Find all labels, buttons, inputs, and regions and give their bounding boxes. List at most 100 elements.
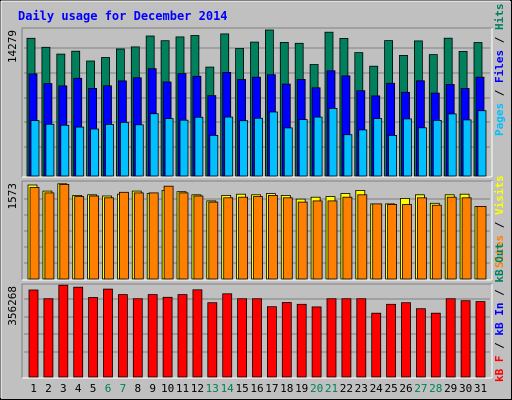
x-tick-label: 18 (280, 382, 293, 395)
x-tick-label: 30 (459, 382, 472, 395)
x-tick-label: 16 (250, 382, 263, 395)
x-tick-label: 24 (370, 382, 384, 395)
bar-kbytes (296, 303, 307, 378)
bar-sites (476, 205, 487, 280)
bar-kbytes (118, 294, 128, 378)
bar-sites (89, 195, 99, 280)
bar-pages (164, 118, 174, 177)
legend-part: Sites (493, 235, 506, 268)
x-tick-label: 1 (30, 382, 37, 395)
x-tick-label: 7 (120, 382, 127, 395)
bar-kbytes (266, 306, 277, 378)
bar-kbytes (475, 301, 486, 378)
x-tick-label: 4 (75, 382, 82, 395)
bar-kbytes (73, 286, 84, 378)
bar-pages (75, 126, 85, 177)
bar-kbytes (252, 298, 262, 378)
bar-sites (29, 187, 40, 280)
bar-pages (30, 120, 40, 177)
bar-kbytes (415, 308, 426, 378)
bar-kbytes (386, 303, 397, 378)
right-legend-labels: Pages / Files / Hits Sites / Visits kB F /… (493, 4, 506, 383)
x-tick-label: 31 (474, 382, 487, 395)
bar-sites (178, 192, 189, 280)
bar-sites (387, 204, 398, 280)
bar-pages (417, 127, 427, 177)
bar-pages (283, 127, 293, 177)
right-axis-legend-bot: kB F / kB In / kB Out (493, 243, 506, 382)
x-tick-label: 25 (384, 382, 397, 395)
bar-kbytes (103, 288, 113, 378)
bar-pages (45, 123, 55, 177)
bar-kbytes (192, 289, 203, 378)
y-max-label-mid: 1573 (6, 183, 19, 210)
bar-sites (223, 197, 234, 280)
x-tick-label: 2 (45, 382, 52, 395)
bar-pages (403, 118, 412, 177)
bar-kbytes (460, 300, 471, 378)
hits-files-pages-panel: 14279 (6, 27, 493, 178)
bar-sites (297, 201, 308, 280)
bar-sites (208, 201, 219, 280)
bar-pages (149, 113, 159, 177)
bar-sites (282, 197, 293, 280)
bar-kbytes (281, 302, 292, 378)
bar-pages (462, 119, 472, 177)
x-tick-label: 11 (176, 382, 189, 395)
bar-pages (179, 119, 189, 177)
legend-part: kB In (493, 303, 506, 336)
bar-pages (358, 129, 368, 177)
bar-pages (432, 120, 442, 177)
bar-sites (74, 196, 85, 280)
bar-sites (104, 197, 114, 280)
x-tick-label: 15 (235, 382, 248, 395)
x-axis-day-labels: 1 2 3 4 5 6 7 8 9 10 11 12 13 14 15 16 17 18 19 20 21 22 23 24 2… (30, 382, 487, 395)
visits-sites-panel: 1573 (6, 180, 493, 281)
legend-part: / (493, 215, 506, 235)
legend-part: kB Out (493, 243, 506, 283)
x-tick-label: 8 (134, 382, 141, 395)
bar-pages (388, 134, 398, 177)
right-axis-legend-top: Pages / Files / Hits (493, 4, 506, 137)
x-tick-label: 22 (340, 382, 353, 395)
bar-kbytes (28, 289, 39, 378)
bar-kbytes (88, 297, 98, 378)
bar-sites (416, 197, 427, 280)
x-tick-label: 14 (221, 382, 235, 395)
x-tick-label: 21 (325, 382, 338, 395)
bars-top (26, 29, 487, 177)
bar-kbytes (430, 312, 441, 378)
legend-part: / (493, 30, 506, 50)
bar-pages (447, 113, 457, 177)
legend-part: / (493, 83, 506, 103)
bar-kbytes (326, 298, 337, 378)
bar-pages (90, 128, 99, 177)
bars-mid (27, 183, 487, 280)
bar-sites (59, 183, 70, 280)
bar-pages (209, 134, 219, 177)
x-tick-label: 3 (60, 382, 67, 395)
x-tick-label: 13 (206, 382, 219, 395)
bar-kbytes (237, 298, 248, 378)
x-tick-label: 17 (265, 382, 278, 395)
bar-sites (44, 192, 55, 280)
bar-pages (477, 110, 487, 177)
bar-pages (105, 124, 114, 177)
bar-sites (253, 196, 263, 280)
bar-kbytes (207, 302, 218, 378)
legend-part: Visits (493, 175, 506, 215)
bar-sites (446, 196, 457, 280)
bar-kbytes (177, 294, 188, 378)
bar-sites (133, 192, 144, 280)
legend-part: Hits (493, 4, 506, 31)
bar-sites (163, 185, 174, 280)
y-max-label-top: 14279 (6, 30, 19, 63)
kbytes-panel: 356268 (6, 283, 493, 379)
bar-kbytes (311, 306, 322, 378)
bar-sites (342, 196, 353, 280)
y-max-label-bot: 356268 (6, 286, 19, 326)
legend-part: / (493, 283, 506, 303)
bar-pages (343, 134, 353, 177)
bar-sites (119, 191, 129, 280)
